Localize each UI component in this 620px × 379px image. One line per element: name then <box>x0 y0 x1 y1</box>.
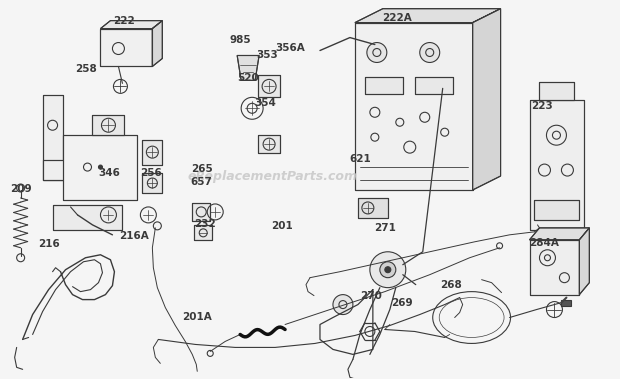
Text: 201: 201 <box>272 221 293 231</box>
Polygon shape <box>539 82 574 100</box>
Text: 223: 223 <box>531 102 553 111</box>
Polygon shape <box>580 228 590 294</box>
Polygon shape <box>529 240 580 294</box>
Polygon shape <box>365 77 403 94</box>
Polygon shape <box>258 75 280 97</box>
Text: 268: 268 <box>440 280 462 290</box>
Text: 621: 621 <box>350 153 371 163</box>
Text: 356A: 356A <box>275 42 305 53</box>
Polygon shape <box>143 140 162 165</box>
Circle shape <box>385 267 391 273</box>
Text: 520: 520 <box>237 73 259 83</box>
Text: 216A: 216A <box>119 230 149 241</box>
Polygon shape <box>562 299 572 305</box>
Polygon shape <box>43 96 63 180</box>
Ellipse shape <box>373 41 397 55</box>
Text: 209: 209 <box>10 185 31 194</box>
Text: eReplacementParts.com: eReplacementParts.com <box>188 170 358 183</box>
Text: 985: 985 <box>230 35 252 45</box>
Polygon shape <box>143 173 162 193</box>
Polygon shape <box>63 135 138 200</box>
Polygon shape <box>358 198 388 218</box>
Text: 284A: 284A <box>529 238 559 248</box>
Polygon shape <box>529 228 590 240</box>
Polygon shape <box>192 203 210 221</box>
Polygon shape <box>258 135 280 153</box>
Polygon shape <box>529 100 585 230</box>
Polygon shape <box>53 205 122 230</box>
Circle shape <box>370 252 405 288</box>
Polygon shape <box>237 55 259 80</box>
Text: 256: 256 <box>140 168 162 177</box>
Text: 265: 265 <box>191 164 213 174</box>
Circle shape <box>333 294 353 315</box>
Text: 270: 270 <box>360 291 381 301</box>
Polygon shape <box>355 9 500 23</box>
Polygon shape <box>100 28 153 66</box>
Polygon shape <box>43 160 102 180</box>
Text: 232: 232 <box>194 219 216 229</box>
Text: 269: 269 <box>391 298 412 308</box>
Polygon shape <box>394 42 404 53</box>
Text: 353: 353 <box>256 50 278 60</box>
Polygon shape <box>472 9 500 190</box>
Text: 657: 657 <box>191 177 213 187</box>
Text: 201A: 201A <box>182 312 212 322</box>
Text: 271: 271 <box>374 223 396 233</box>
Text: 354: 354 <box>255 98 277 108</box>
Text: 222: 222 <box>113 16 135 27</box>
Polygon shape <box>415 77 453 94</box>
Polygon shape <box>534 200 580 220</box>
Polygon shape <box>355 23 472 190</box>
Text: 216: 216 <box>38 239 60 249</box>
Polygon shape <box>92 115 125 135</box>
Polygon shape <box>153 20 162 66</box>
Circle shape <box>420 42 440 63</box>
Polygon shape <box>100 20 162 28</box>
Text: 346: 346 <box>98 168 120 177</box>
Text: 258: 258 <box>75 64 97 74</box>
Circle shape <box>99 165 102 169</box>
Text: 222A: 222A <box>382 13 412 23</box>
Polygon shape <box>194 225 212 240</box>
Circle shape <box>380 262 396 278</box>
Circle shape <box>367 42 387 63</box>
